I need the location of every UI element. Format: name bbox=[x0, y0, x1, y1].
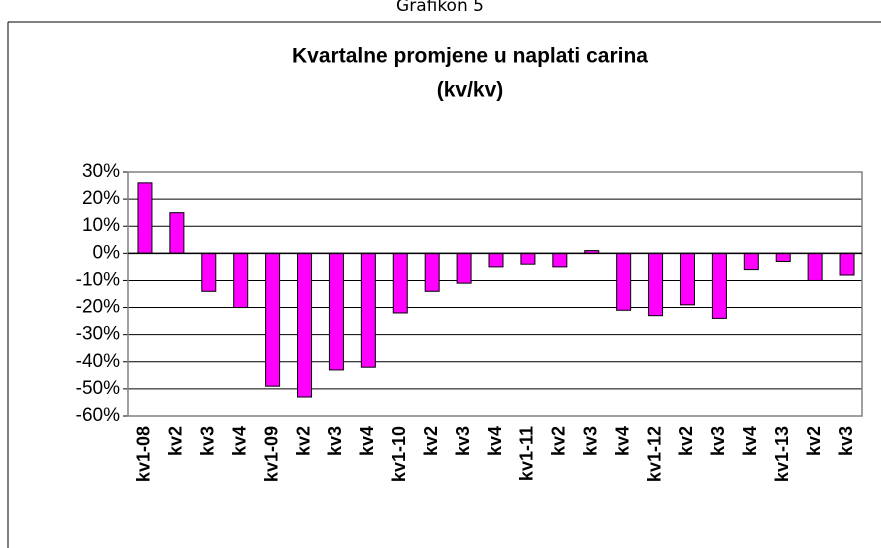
bar bbox=[328, 252, 344, 371]
x-tick-label: kv1-09 bbox=[261, 426, 281, 482]
x-tick-label: kv1-10 bbox=[389, 426, 409, 482]
y-tick-label: -20% bbox=[76, 297, 120, 318]
bar bbox=[137, 182, 153, 254]
bar bbox=[616, 252, 632, 311]
bar bbox=[392, 252, 408, 314]
x-tick-label: kv2 bbox=[804, 426, 824, 456]
y-tick-label: 30% bbox=[82, 161, 120, 182]
x-tick-label: kv3 bbox=[453, 426, 473, 456]
bar bbox=[711, 252, 727, 319]
x-tick-label: kv4 bbox=[485, 426, 505, 456]
y-tick-label: 20% bbox=[82, 188, 120, 209]
x-tick-label: kv3 bbox=[325, 426, 345, 456]
y-tick-label: -10% bbox=[76, 269, 120, 290]
bar bbox=[456, 252, 472, 284]
bar bbox=[297, 252, 313, 398]
chart-title: Kvartalne promjene u naplati carina bbox=[292, 45, 648, 68]
bar bbox=[743, 252, 759, 271]
x-tick-label: kv4 bbox=[357, 426, 377, 456]
bar bbox=[169, 212, 185, 254]
x-tick-label: kv1-12 bbox=[644, 426, 664, 482]
y-tick-label: -60% bbox=[76, 405, 120, 426]
y-tick-label: -30% bbox=[76, 324, 120, 345]
x-tick-label: kv3 bbox=[708, 426, 728, 456]
bar bbox=[775, 252, 791, 262]
x-tick-label: kv2 bbox=[166, 426, 186, 456]
x-tick-label: kv1-13 bbox=[772, 426, 792, 482]
x-tick-label: kv3 bbox=[836, 426, 856, 456]
x-tick-label: kv2 bbox=[293, 426, 313, 456]
x-tick-label: kv2 bbox=[676, 426, 696, 456]
bar bbox=[424, 252, 440, 292]
plot-border bbox=[127, 171, 863, 417]
chart-subtitle: (kv/kv) bbox=[437, 79, 504, 102]
y-tick-label: 0% bbox=[93, 242, 121, 263]
y-tick-label: -50% bbox=[76, 378, 120, 399]
x-tick-label: kv2 bbox=[549, 426, 569, 456]
bar bbox=[839, 252, 855, 276]
bar bbox=[520, 252, 536, 265]
bar bbox=[807, 252, 823, 281]
bar bbox=[488, 252, 504, 268]
bar bbox=[233, 252, 249, 309]
bar bbox=[552, 252, 568, 268]
bar bbox=[648, 252, 664, 317]
x-tick-label: kv2 bbox=[421, 426, 441, 456]
bar bbox=[679, 252, 695, 306]
caption: Grafikon 5 bbox=[396, 0, 484, 16]
x-tick-label: kv1-11 bbox=[517, 426, 537, 481]
y-tick-label: 10% bbox=[82, 215, 120, 236]
x-tick-label: kv3 bbox=[580, 426, 600, 456]
bar bbox=[360, 252, 376, 368]
bar bbox=[265, 252, 281, 387]
x-tick-label: kv3 bbox=[198, 426, 218, 456]
x-tick-label: kv1-08 bbox=[134, 426, 154, 482]
x-tick-label: kv4 bbox=[740, 426, 760, 456]
y-tick-label: -40% bbox=[76, 351, 120, 372]
bar bbox=[201, 252, 217, 292]
x-tick-label: kv4 bbox=[229, 426, 249, 456]
x-tick-label: kv4 bbox=[612, 426, 632, 456]
